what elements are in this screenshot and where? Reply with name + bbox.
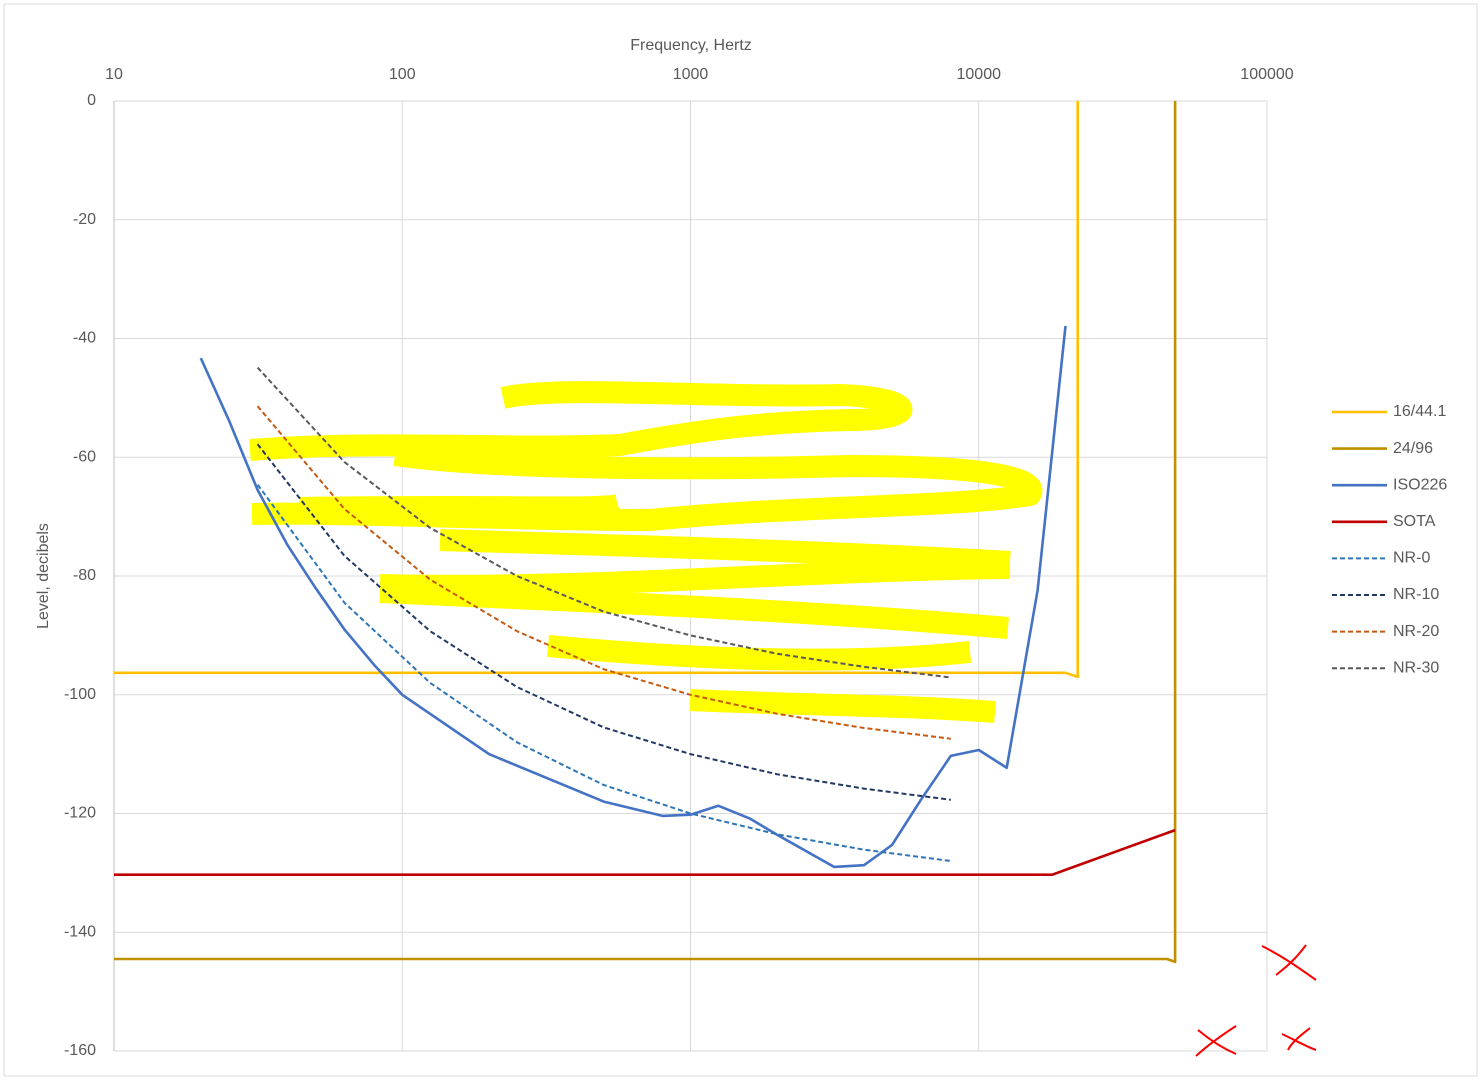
legend-label: 24/96 <box>1393 440 1433 457</box>
y-tick-label: -60 <box>73 448 96 465</box>
legend-label: NR-0 <box>1393 550 1430 567</box>
y-tick-label: -40 <box>73 330 96 347</box>
legend-label: NR-30 <box>1393 659 1439 676</box>
series-line <box>256 443 951 801</box>
x-tick-label: 1000 <box>673 66 709 83</box>
x-tick-label: 100 <box>389 66 416 83</box>
legend-label: SOTA <box>1393 513 1436 530</box>
y-tick-label: -120 <box>64 805 96 822</box>
x-tick-label: 10000 <box>957 66 1002 83</box>
x-tick-label: 10 <box>105 66 123 83</box>
series-line <box>114 101 1079 679</box>
highlight-scribbles <box>249 381 1043 723</box>
series-line <box>256 484 951 862</box>
series-line <box>256 405 951 740</box>
series-line <box>114 828 1176 877</box>
series-line <box>114 101 1177 964</box>
y-axis-title: Level, decibels <box>35 523 52 629</box>
series-line <box>199 325 1067 869</box>
series-layer: 16/44.1 24/96 ISO226 SOTA NR-0 NR-10 NR-20 NR-3… <box>114 101 1447 964</box>
y-tick-label: -80 <box>73 567 96 584</box>
y-tick-label: -100 <box>64 686 96 703</box>
y-tick-label: 0 <box>87 92 96 109</box>
series-line <box>256 366 951 679</box>
legend-label: NR-10 <box>1393 586 1439 603</box>
y-tick-label: -20 <box>73 211 96 228</box>
x-axis-title: Frequency, Hertz <box>630 37 752 54</box>
annotation-marks <box>1195 944 1317 1057</box>
legend-label: ISO226 <box>1393 476 1447 493</box>
legend-label: NR-20 <box>1393 623 1439 640</box>
y-tick-label: -140 <box>64 923 96 940</box>
x-tick-label: 100000 <box>1240 66 1293 83</box>
y-tick-label: -160 <box>64 1042 96 1059</box>
legend-label: 16/44.1 <box>1393 403 1446 420</box>
